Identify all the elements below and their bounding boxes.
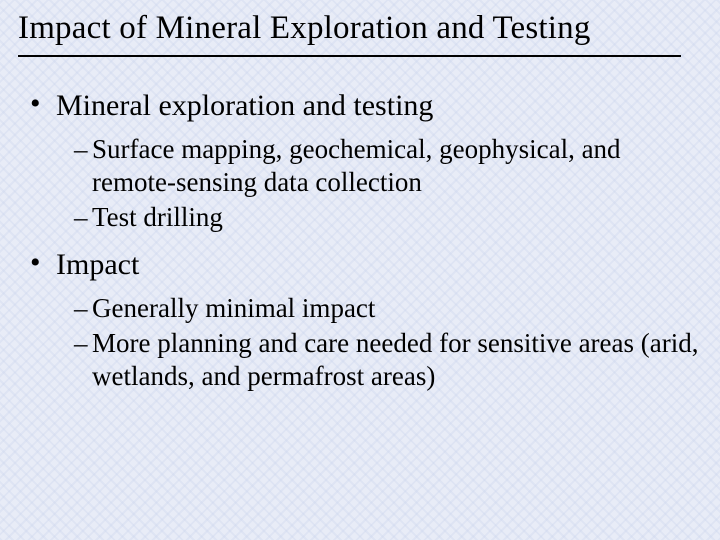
title-underline bbox=[18, 55, 681, 57]
bullet-item: Mineral exploration and testing Surface … bbox=[28, 89, 702, 234]
sub-bullet-text: Generally minimal impact bbox=[92, 293, 375, 323]
bullet-list-level2: Generally minimal impact More planning a… bbox=[56, 292, 702, 393]
sub-bullet-text: Surface mapping, geochemical, geophysica… bbox=[92, 134, 621, 197]
sub-bullet-item: More planning and care needed for sensit… bbox=[74, 327, 702, 393]
bullet-text: Impact bbox=[56, 248, 139, 281]
sub-bullet-item: Surface mapping, geochemical, geophysica… bbox=[74, 133, 702, 199]
bullet-item: Impact Generally minimal impact More pla… bbox=[28, 248, 702, 393]
sub-bullet-item: Generally minimal impact bbox=[74, 292, 702, 325]
slide-container: Impact of Mineral Exploration and Testin… bbox=[0, 0, 720, 425]
sub-bullet-item: Test drilling bbox=[74, 201, 702, 234]
sub-bullet-text: Test drilling bbox=[92, 202, 223, 232]
bullet-text: Mineral exploration and testing bbox=[56, 89, 433, 122]
slide-title: Impact of Mineral Exploration and Testin… bbox=[18, 10, 702, 47]
bullet-list-level2: Surface mapping, geochemical, geophysica… bbox=[56, 133, 702, 234]
bullet-list-level1: Mineral exploration and testing Surface … bbox=[18, 89, 702, 393]
sub-bullet-text: More planning and care needed for sensit… bbox=[92, 328, 699, 391]
